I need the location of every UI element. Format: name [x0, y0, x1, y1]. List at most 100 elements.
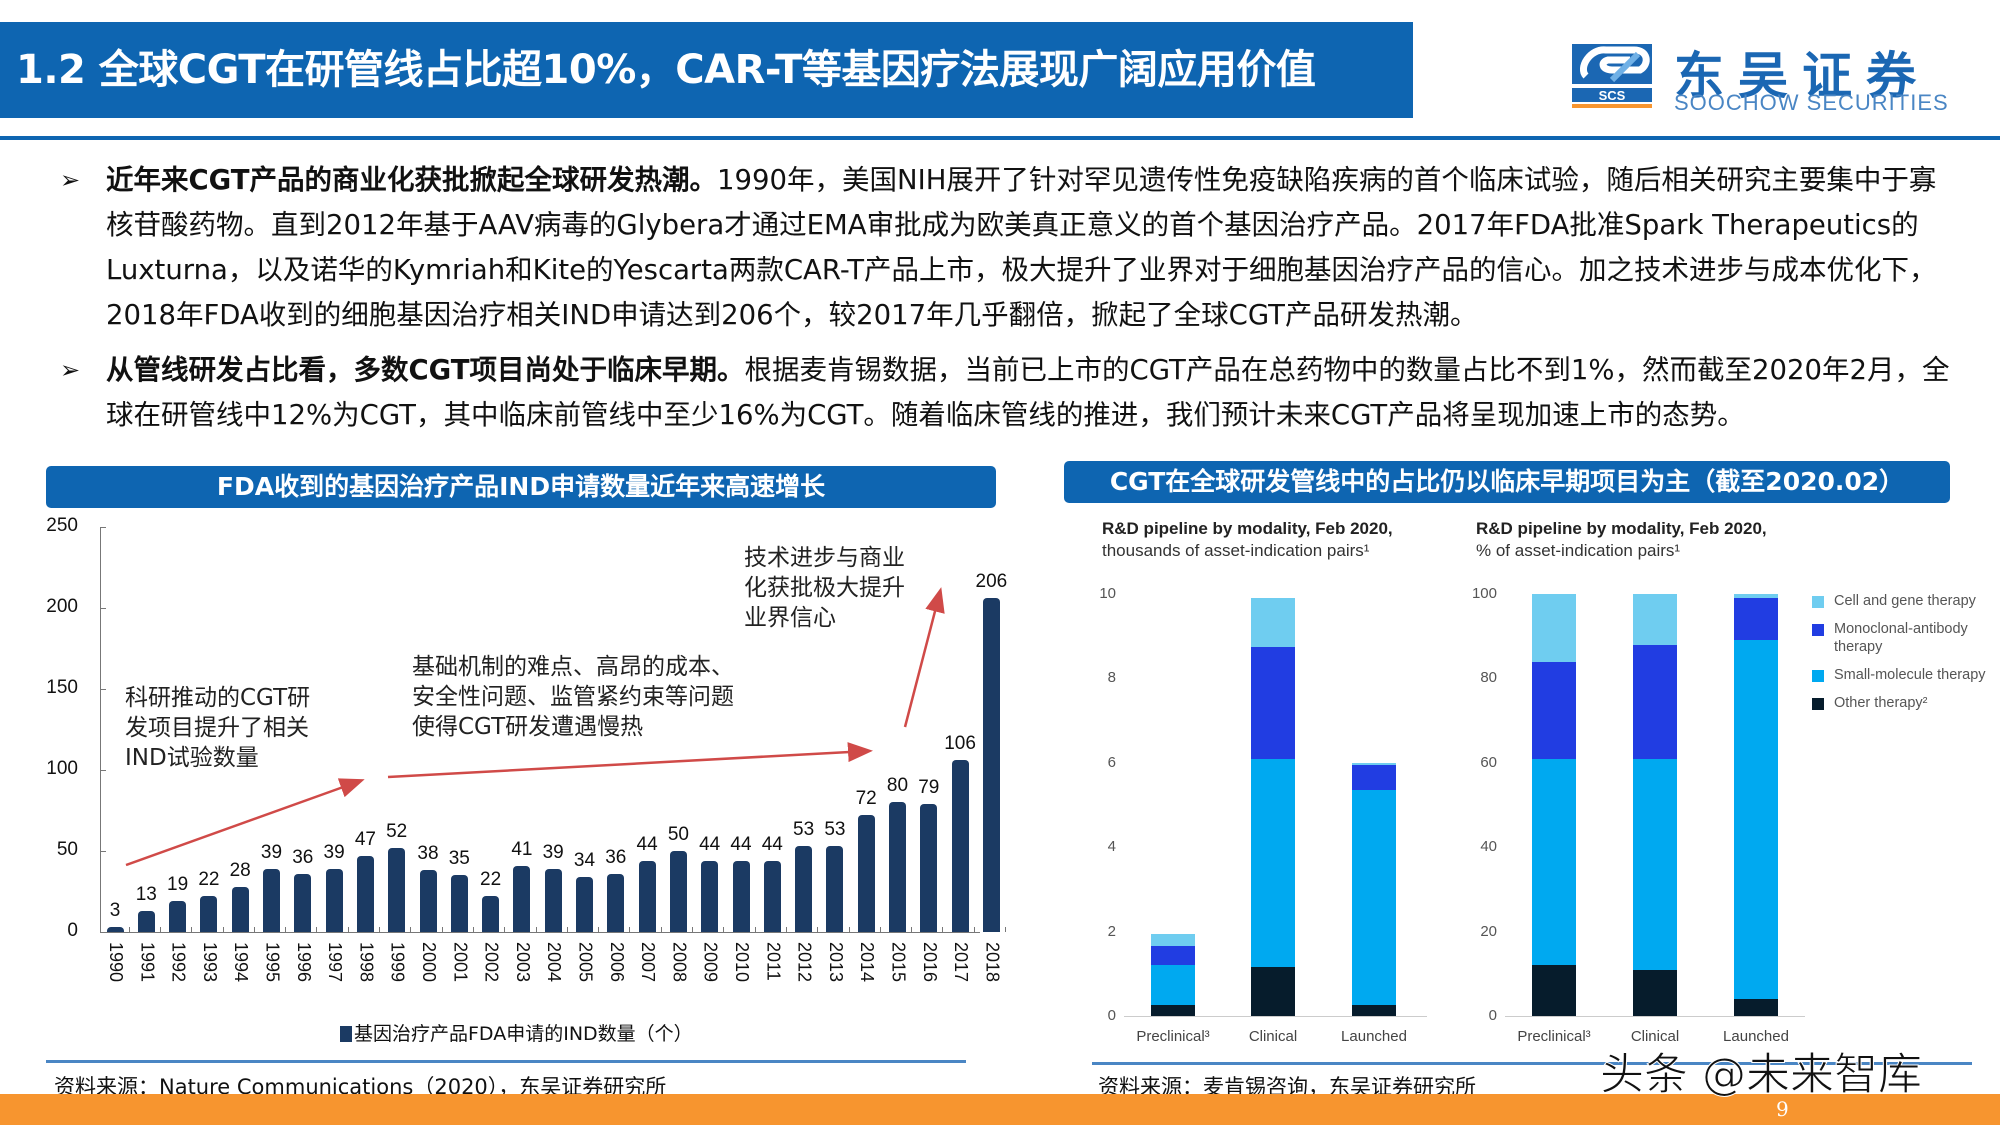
legend-swatch-icon	[1812, 624, 1824, 636]
y-tick-label: 100	[1471, 585, 1497, 602]
x-tick-label: 2018	[982, 942, 1003, 983]
bar	[576, 876, 593, 932]
bar	[356, 855, 374, 932]
x-category-label: Preclinical³	[1136, 1028, 1210, 1045]
bar-value-label: 53	[793, 819, 815, 841]
legend-item: Cell and gene therapy	[1812, 592, 1994, 610]
y-tick-label: 8	[1107, 669, 1116, 687]
bar	[544, 868, 562, 932]
bar-value-label: 44	[636, 833, 658, 855]
x-tick-label: 1998	[356, 942, 377, 983]
logo-chinese-name: 东吴证券	[1674, 47, 1930, 105]
bar	[137, 910, 155, 932]
bar-value-label: 39	[323, 841, 345, 863]
arrow-bullet-icon: ➢	[60, 166, 81, 194]
y-tick-label: 50	[56, 839, 78, 860]
bar	[388, 847, 406, 932]
stacked-bar-segment	[1352, 790, 1396, 1006]
source-divider	[1092, 1062, 1972, 1065]
x-tick-label: 1990	[106, 942, 126, 983]
bullet-heading: 从管线研发占比看，多数CGT项目尚处于临床早期。	[106, 354, 745, 386]
bar	[200, 896, 218, 932]
y-tick-label: 200	[46, 596, 78, 617]
arrow-bullet-icon: ➢	[60, 356, 81, 384]
x-tick-label: 2000	[419, 942, 439, 983]
bar	[857, 815, 875, 932]
x-tick-label: 2007	[638, 942, 659, 983]
stacked-bar-segment	[1734, 594, 1778, 599]
ind-bar-chart: 0 50 100 150 200 250 3 1990 13 1991 19 1992 22 1993 28…	[0, 500, 1007, 1060]
bar-value-label: 22	[198, 869, 220, 891]
bar	[982, 598, 1000, 932]
legend-item: Other therapy²	[1812, 694, 1994, 712]
page-number: 9	[1776, 1097, 1789, 1121]
footer-bar	[0, 1094, 2000, 1125]
bar-value-label: 39	[542, 841, 564, 863]
logo-english-name: SOOCHOW SECURITIES	[1674, 90, 1949, 115]
bar	[669, 851, 687, 932]
bar	[951, 760, 969, 932]
bar-value-label: 79	[918, 777, 940, 799]
bullet-item: ➢ 从管线研发占比看，多数CGT项目尚处于临床早期。根据麦肯锡数据，当前已上市的…	[60, 348, 1950, 438]
bar	[450, 875, 468, 932]
y-tick-label: 6	[1107, 753, 1116, 771]
bar-value-label: 36	[292, 846, 314, 868]
x-category-label: Launched	[1341, 1028, 1407, 1045]
x-tick-label: 1997	[325, 942, 346, 983]
stacked-bar-segment	[1532, 758, 1576, 966]
x-category-label: Clinical	[1630, 1028, 1680, 1045]
x-tick-label: 2004	[544, 942, 565, 983]
stacked-bar-segment	[1151, 1005, 1195, 1016]
stacked-bar-segment	[1251, 646, 1295, 759]
legend-swatch-icon	[1812, 670, 1824, 682]
company-logo: SCS 东吴证券 SOOCHOW SECURITIES	[1572, 40, 1972, 116]
bar-value-label: 39	[260, 841, 283, 863]
bar-value-label: 52	[386, 820, 408, 842]
stacked-bar-segment	[1251, 598, 1295, 647]
y-tick-label: 20	[1480, 922, 1497, 940]
left-chart-legend: 基因治疗产品FDA申请的IND数量（个）	[340, 1019, 693, 1046]
x-category-label: Preclinical³	[1517, 1028, 1591, 1045]
x-category-label: Clinical	[1248, 1028, 1298, 1045]
x-tick-label: 2002	[481, 942, 502, 983]
y-tick-label: 0	[1488, 1007, 1497, 1024]
x-tick-label: 1996	[293, 942, 314, 983]
bar	[763, 860, 781, 932]
y-tick-label: 150	[46, 677, 78, 698]
svg-text:SCS: SCS	[1599, 88, 1626, 103]
stacked-bar-segment	[1352, 1005, 1396, 1016]
bullet-body: 根据麦肯锡数据，当前已上市的CGT产品在总药物中的数量占比不到1%，然而截至20…	[106, 354, 1950, 431]
x-tick-label: 2011	[763, 942, 784, 981]
bar	[482, 896, 500, 932]
x-category-label: Launched	[1723, 1028, 1789, 1045]
y-tick-label: 10	[1099, 585, 1116, 602]
legend-item: Small-molecule therapy	[1812, 666, 1994, 684]
arrow-surge-icon	[903, 587, 945, 728]
x-tick-label: 2006	[606, 942, 627, 983]
bar	[889, 802, 906, 932]
left-chart-heading: FDA收到的基因治疗产品IND申请数量近年来高速增长	[46, 466, 996, 508]
bar-value-label: 13	[135, 883, 157, 905]
source-divider	[46, 1060, 966, 1063]
x-tick-label: 2009	[700, 942, 721, 983]
x-tick-label: 2013	[825, 942, 846, 983]
arrow-flat-icon	[387, 742, 873, 779]
bar-value-label: 28	[229, 859, 251, 881]
bar	[920, 804, 938, 932]
bar-value-label: 35	[448, 848, 470, 870]
bar-value-label: 80	[886, 775, 909, 797]
bar-value-label: 41	[511, 838, 533, 860]
stacked-bar-segment	[1633, 594, 1677, 645]
stacked-bar-segment	[1532, 965, 1576, 1016]
bar-value-label: 38	[417, 843, 439, 865]
stacked-bar-segment	[1633, 644, 1677, 759]
x-tick-label: 1993	[199, 942, 220, 983]
x-tick-label: 2015	[888, 942, 909, 983]
bar-value-label: 47	[354, 828, 376, 850]
x-tick-label: 2008	[669, 942, 690, 983]
annotation-boom: 技术进步与商业 化获批极大提升 业界信心	[744, 545, 905, 631]
x-tick-label: 1999	[387, 942, 408, 983]
stacked-bar-segment	[1532, 594, 1576, 662]
x-tick-label: 2012	[794, 942, 815, 983]
y-tick-label: 0	[1107, 1007, 1116, 1024]
